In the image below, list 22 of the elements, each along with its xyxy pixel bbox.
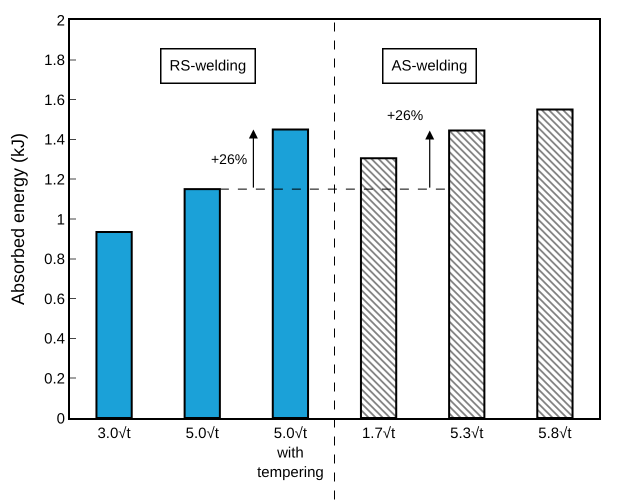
annotation: AS-welding [392, 58, 468, 74]
annotation: RS-welding [170, 58, 246, 74]
y-tick-label: 1.4 [44, 132, 65, 149]
y-tick-label: 0.4 [44, 330, 65, 348]
y-tick-label: 1.8 [44, 52, 65, 70]
y-tick-label: 0.2 [44, 370, 65, 388]
x-tick-label: 5.8√t [538, 425, 572, 442]
y-tick-label: 0.8 [44, 251, 65, 268]
x-tick-label: 1.7√t [362, 425, 396, 442]
x-tick-label: 5.0√t [186, 425, 220, 442]
x-tick-label: 5.0√t with tempering [257, 425, 324, 481]
y-tick-label: 2 [56, 12, 65, 30]
y-tick-label: 1 [56, 211, 65, 228]
annotation: +26% [211, 151, 248, 167]
y-axis-title: Absorbed energy (kJ) [8, 132, 28, 306]
x-tick-label: 3.0√t [97, 425, 132, 442]
annotation: +26% [387, 107, 424, 123]
y-tick-label: 0.6 [44, 290, 65, 308]
y-tick-label: 0 [56, 410, 65, 428]
y-tick-label: 1.6 [44, 92, 65, 109]
x-tick-label: 5.3√t [450, 425, 484, 442]
y-tick-label: 1.2 [44, 171, 65, 188]
